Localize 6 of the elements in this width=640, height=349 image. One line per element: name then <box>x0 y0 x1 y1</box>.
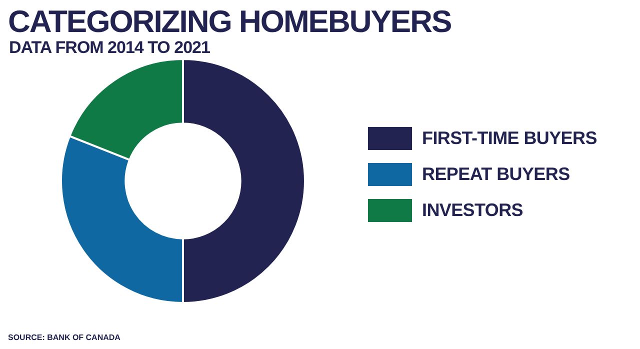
chart-subtitle: DATA FROM 2014 TO 2021 <box>9 38 210 58</box>
chart-title: CATEGORIZING HOMEBUYERS <box>8 4 452 40</box>
legend-label: INVESTORS <box>422 200 523 221</box>
source-note: SOURCE: BANK OF CANADA <box>8 333 120 342</box>
legend-label: FIRST-TIME BUYERS <box>422 128 597 149</box>
legend-label: REPEAT BUYERS <box>422 164 570 185</box>
